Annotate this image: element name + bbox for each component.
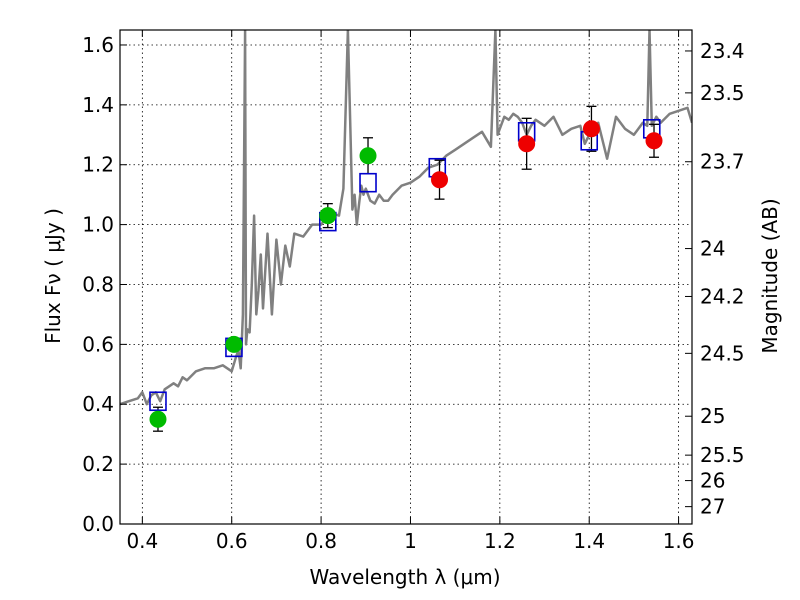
- x-tick-label: 0.4: [126, 529, 158, 553]
- observed-point: [225, 335, 243, 353]
- x-tick-label: 1.4: [573, 529, 605, 553]
- y-tick-label: 0.4: [82, 392, 114, 416]
- y2-tick-label: 23.7: [700, 150, 745, 174]
- observed-point: [359, 147, 377, 165]
- grid-lines: [120, 30, 692, 525]
- model-spectrum: [120, 30, 692, 406]
- y-tick-label: 1.2: [82, 153, 114, 177]
- axis-ticks: [120, 30, 692, 525]
- y-axis-title: Flux Fν ( μJy ): [41, 208, 65, 344]
- observed-point: [431, 171, 449, 189]
- x-axis-title: Wavelength λ (μm): [309, 565, 500, 589]
- observed-photometry-circles: [149, 120, 663, 428]
- y2-tick-label: 25: [700, 404, 725, 428]
- y-tick-labels: 0.0 0.2 0.4 0.6 0.8 1.0 1.2 1.4 1.6: [82, 33, 114, 536]
- y-tick-label: 0.0: [82, 512, 114, 536]
- x-tick-label: 1.2: [484, 529, 516, 553]
- y-tick-label: 1.6: [82, 33, 114, 57]
- x-tick-labels: 0.4 0.6 0.8 1 1.2 1.4 1.6: [126, 529, 694, 553]
- y-tick-label: 1.4: [82, 93, 114, 117]
- x-tick-label: 1: [404, 529, 417, 553]
- x-tick-label: 1.6: [663, 529, 695, 553]
- model-square-point: [359, 172, 377, 193]
- observed-point: [582, 120, 600, 138]
- plot-frame: [119, 29, 693, 525]
- model-square-point: [149, 391, 167, 412]
- y2-tick-label: 25.5: [700, 443, 745, 467]
- y-tick-label: 0.8: [82, 272, 114, 296]
- y2-axis-title: Magnitude (AB): [758, 198, 782, 353]
- observed-point: [149, 410, 167, 428]
- observed-point: [645, 132, 663, 150]
- y2-tick-label: 24.5: [700, 341, 745, 365]
- y2-tick-label: 24: [700, 237, 725, 261]
- y-tick-label: 1.0: [82, 213, 114, 237]
- x-tick-label: 0.8: [305, 529, 337, 553]
- observed-point: [518, 135, 536, 153]
- error-bars: [152, 105, 660, 432]
- model-photometry-squares: [149, 119, 661, 412]
- observed-point: [319, 207, 337, 225]
- x-tick-label: 0.6: [216, 529, 248, 553]
- y-tick-label: 0.2: [82, 452, 114, 476]
- spectrum-line: [120, 30, 692, 406]
- y2-tick-label: 24.2: [700, 284, 745, 308]
- y2-tick-label: 23.4: [700, 39, 745, 63]
- y-tick-label: 0.6: [82, 332, 114, 356]
- y2-tick-label: 23.5: [700, 81, 745, 105]
- y2-tick-label: 26: [700, 469, 725, 493]
- y2-tick-label: 27: [700, 495, 725, 519]
